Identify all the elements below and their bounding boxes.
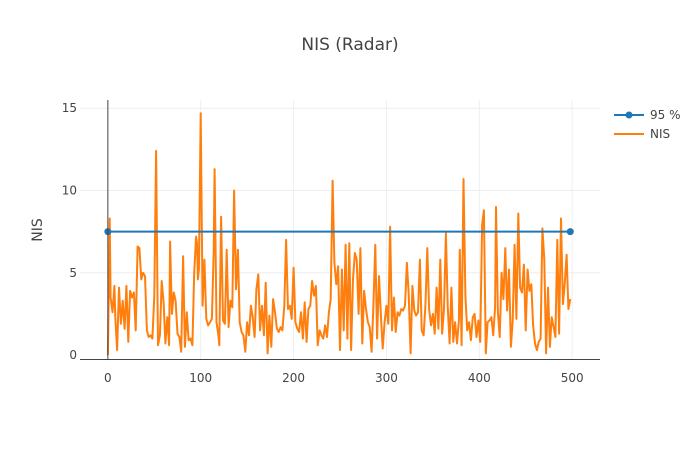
legend-item-nis[interactable]: NIS [614,127,670,141]
axes: 0 100 200 300 400 500 0 5 10 15 [62,100,600,385]
legend-marker [625,111,633,119]
y-tick-label: 15 [62,101,77,115]
y-tick-label: 10 [62,184,77,198]
legend-label: NIS [650,127,670,141]
x-tick-label: 100 [189,371,212,385]
plot-area [104,112,574,356]
legend[interactable]: 95 % NIS [614,108,681,141]
legend-item-threshold[interactable]: 95 % [614,108,681,122]
series-line-nis [106,112,572,356]
x-tick-label: 200 [282,371,305,385]
x-tick-label: 300 [375,371,398,385]
chart-title: NIS (Radar) [301,35,398,55]
legend-label: 95 % [650,108,681,122]
y-tick-label: 0 [69,348,77,362]
x-tick-label: 0 [104,371,112,385]
y-axis-title: NIS [30,218,46,242]
y-tick-label: 5 [69,266,77,280]
x-tick-label: 400 [468,371,491,385]
x-tick-label: 500 [561,371,584,385]
series-marker [566,228,574,236]
